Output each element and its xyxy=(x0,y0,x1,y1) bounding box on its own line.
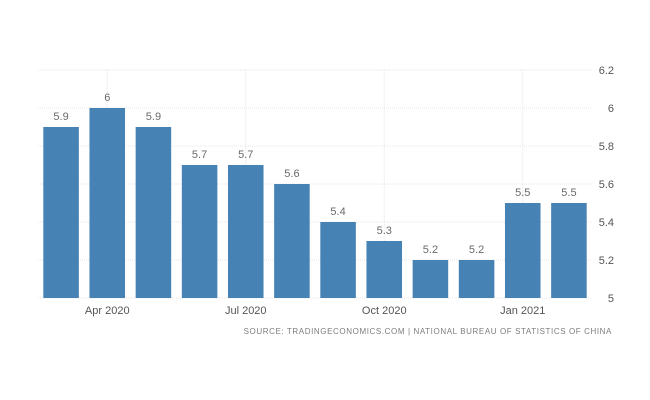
x-tick-label: Apr 2020 xyxy=(85,305,130,317)
bar-value-label: 5.2 xyxy=(469,244,484,256)
bar-value-label: 5.9 xyxy=(53,111,68,123)
y-tick-label: 5.4 xyxy=(599,217,614,229)
bar-value-label: 6 xyxy=(104,92,110,104)
bar-value-label: 5.2 xyxy=(423,244,438,256)
x-tick-label: Jul 2020 xyxy=(225,305,267,317)
bar-value-label: 5.5 xyxy=(515,187,530,199)
bar[interactable] xyxy=(412,260,449,298)
y-tick-label: 5.6 xyxy=(599,179,614,191)
bar[interactable] xyxy=(89,108,126,298)
bar-value-label: 5.5 xyxy=(561,187,576,199)
bar[interactable] xyxy=(551,203,587,298)
y-tick-label: 5.2 xyxy=(599,255,614,267)
y-tick-label: 6.2 xyxy=(599,65,614,77)
data-labels: 5.9 6 5.9 5.7 5.7 5.6 5.4 5.3 5.2 5.2 5.5 5.5 xyxy=(53,92,576,256)
y-tick-label: 5 xyxy=(608,293,614,305)
bar[interactable] xyxy=(458,260,495,298)
y-axis-ticks: 5 5.2 5.4 5.6 5.8 6 6.2 xyxy=(599,65,614,305)
y-tick-label: 6 xyxy=(608,103,614,115)
bar-value-label: 5.9 xyxy=(146,111,161,123)
bar[interactable] xyxy=(227,165,264,298)
bar[interactable] xyxy=(320,222,356,298)
bar[interactable] xyxy=(504,203,541,298)
bar[interactable] xyxy=(43,127,79,298)
bar-value-label: 5.4 xyxy=(330,206,345,218)
source-note: SOURCE: TRADINGECONOMICS.COM | NATIONAL … xyxy=(243,327,612,336)
x-axis-ticks: Apr 2020 Jul 2020 Oct 2020 Jan 2021 xyxy=(85,305,545,317)
x-tick-label: Jan 2021 xyxy=(500,305,545,317)
bar-value-label: 5.6 xyxy=(284,168,299,180)
bar[interactable] xyxy=(366,241,403,298)
x-tick-label: Oct 2020 xyxy=(362,305,407,317)
bars xyxy=(43,108,587,298)
bar[interactable] xyxy=(274,184,310,298)
bar[interactable] xyxy=(135,127,172,298)
bar-value-label: 5.3 xyxy=(377,225,392,237)
bar-value-label: 5.7 xyxy=(192,149,207,161)
bar[interactable] xyxy=(181,165,218,298)
bar-value-label: 5.7 xyxy=(238,149,253,161)
y-tick-label: 5.8 xyxy=(599,141,614,153)
